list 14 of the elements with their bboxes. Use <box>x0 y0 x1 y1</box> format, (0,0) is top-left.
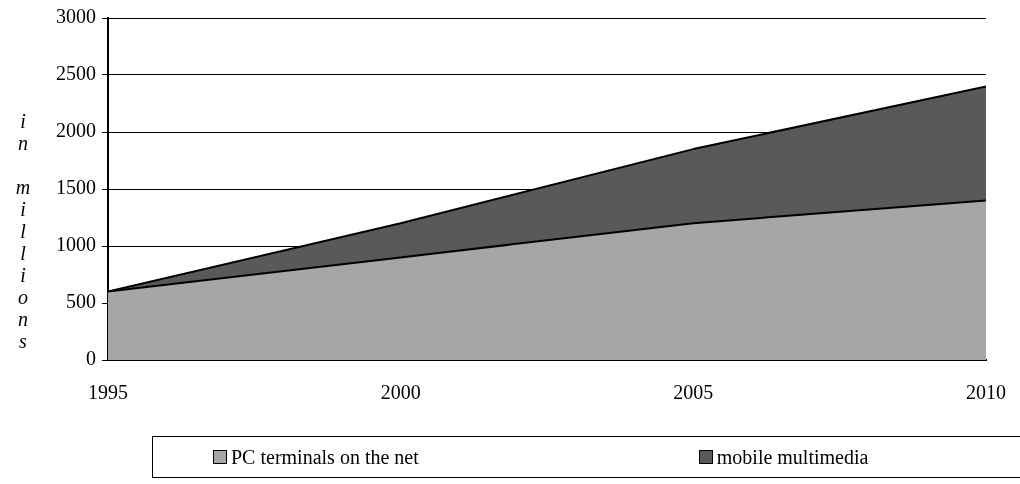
y-tick-label: 0 <box>86 347 96 370</box>
y-tick-label: 2000 <box>56 119 96 142</box>
y-tick-label: 1500 <box>56 176 96 199</box>
x-tick-label: 1995 <box>88 381 128 404</box>
legend-label: PC terminals on the net <box>231 445 419 469</box>
x-tick-label: 2000 <box>380 381 421 404</box>
y-tick-label: 1000 <box>56 233 96 256</box>
y-tick-label: 500 <box>66 290 96 313</box>
legend-label: mobile multimedia <box>716 445 869 469</box>
x-tick-label: 2005 <box>673 381 714 404</box>
y-tick-label: 3000 <box>56 5 96 28</box>
y-tick-label: 2500 <box>56 62 96 85</box>
x-tick-label: 2010 <box>966 381 1006 404</box>
text: in millions <box>15 110 31 352</box>
